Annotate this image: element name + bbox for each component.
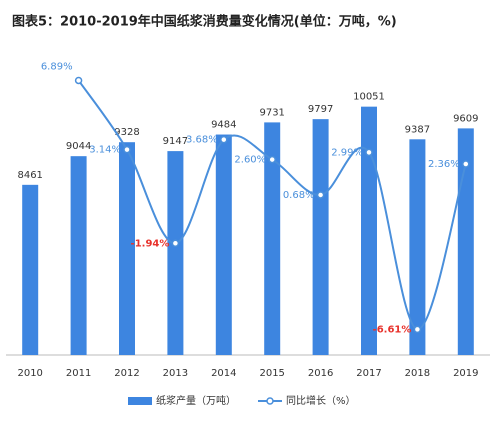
x-tick-label: 2016: [308, 368, 333, 379]
line-marker: [365, 148, 373, 157]
line-marker: [462, 160, 470, 168]
line-marker: [220, 135, 228, 144]
x-tick-label: 2014: [211, 368, 236, 379]
x-tick-label: 2011: [66, 368, 91, 379]
bar-value-label: 9328: [114, 127, 139, 138]
bar-value-label: 8461: [17, 170, 42, 181]
line-value-label: 2.99%: [331, 147, 363, 158]
line-marker: [413, 325, 422, 334]
bar: [70, 156, 87, 355]
line-marker: [171, 239, 180, 248]
x-tick-label: 2012: [114, 368, 139, 379]
x-tick-label: 2015: [259, 368, 284, 379]
bar: [215, 134, 232, 355]
bar: [264, 122, 281, 355]
bar: [312, 119, 329, 356]
line-marker: [268, 155, 276, 164]
bar-value-label: 9797: [308, 104, 333, 115]
x-tick-label: 2019: [453, 368, 478, 379]
line-value-label: -1.94%: [131, 238, 170, 249]
line-value-label: 2.60%: [234, 155, 266, 166]
line-value-label: -6.61%: [373, 324, 412, 335]
line-value-label: 6.89%: [41, 61, 73, 72]
legend-swatch: [128, 397, 152, 405]
line-value-label: 2.36%: [428, 159, 460, 170]
x-tick-label: 2017: [356, 368, 381, 379]
x-tick-label: 2013: [163, 368, 188, 379]
bar: [119, 142, 135, 355]
line-value-label: 3.68%: [186, 135, 218, 146]
chart-title: 图表5：2010-2019年中国纸浆消费量变化情况(单位：万吨，%): [12, 14, 397, 30]
bar: [22, 184, 39, 355]
line-value-label: 0.68%: [283, 190, 315, 201]
x-tick-label: 2010: [17, 368, 42, 379]
legend-label: 纸浆产量（万吨）: [156, 394, 236, 407]
bar-value-label: 9731: [259, 107, 284, 118]
legend-label: 同比增长（%）: [286, 394, 356, 407]
bar-value-label: 9609: [453, 113, 478, 124]
bar: [361, 106, 377, 355]
legend-swatch: [266, 397, 274, 405]
line-marker: [74, 76, 83, 85]
bar: [457, 128, 474, 355]
bar-value-label: 10051: [353, 92, 385, 103]
bar-value-label: 9044: [66, 141, 91, 152]
bar: [167, 151, 184, 355]
bar-value-label: 9387: [405, 124, 430, 135]
x-tick-label: 2018: [405, 368, 430, 379]
line-value-label: 3.14%: [89, 145, 121, 156]
bar: [409, 139, 426, 355]
line-marker: [316, 191, 325, 199]
bar-value-label: 9484: [211, 120, 236, 131]
bar-value-label: 9147: [163, 136, 188, 147]
line-marker: [123, 145, 131, 154]
